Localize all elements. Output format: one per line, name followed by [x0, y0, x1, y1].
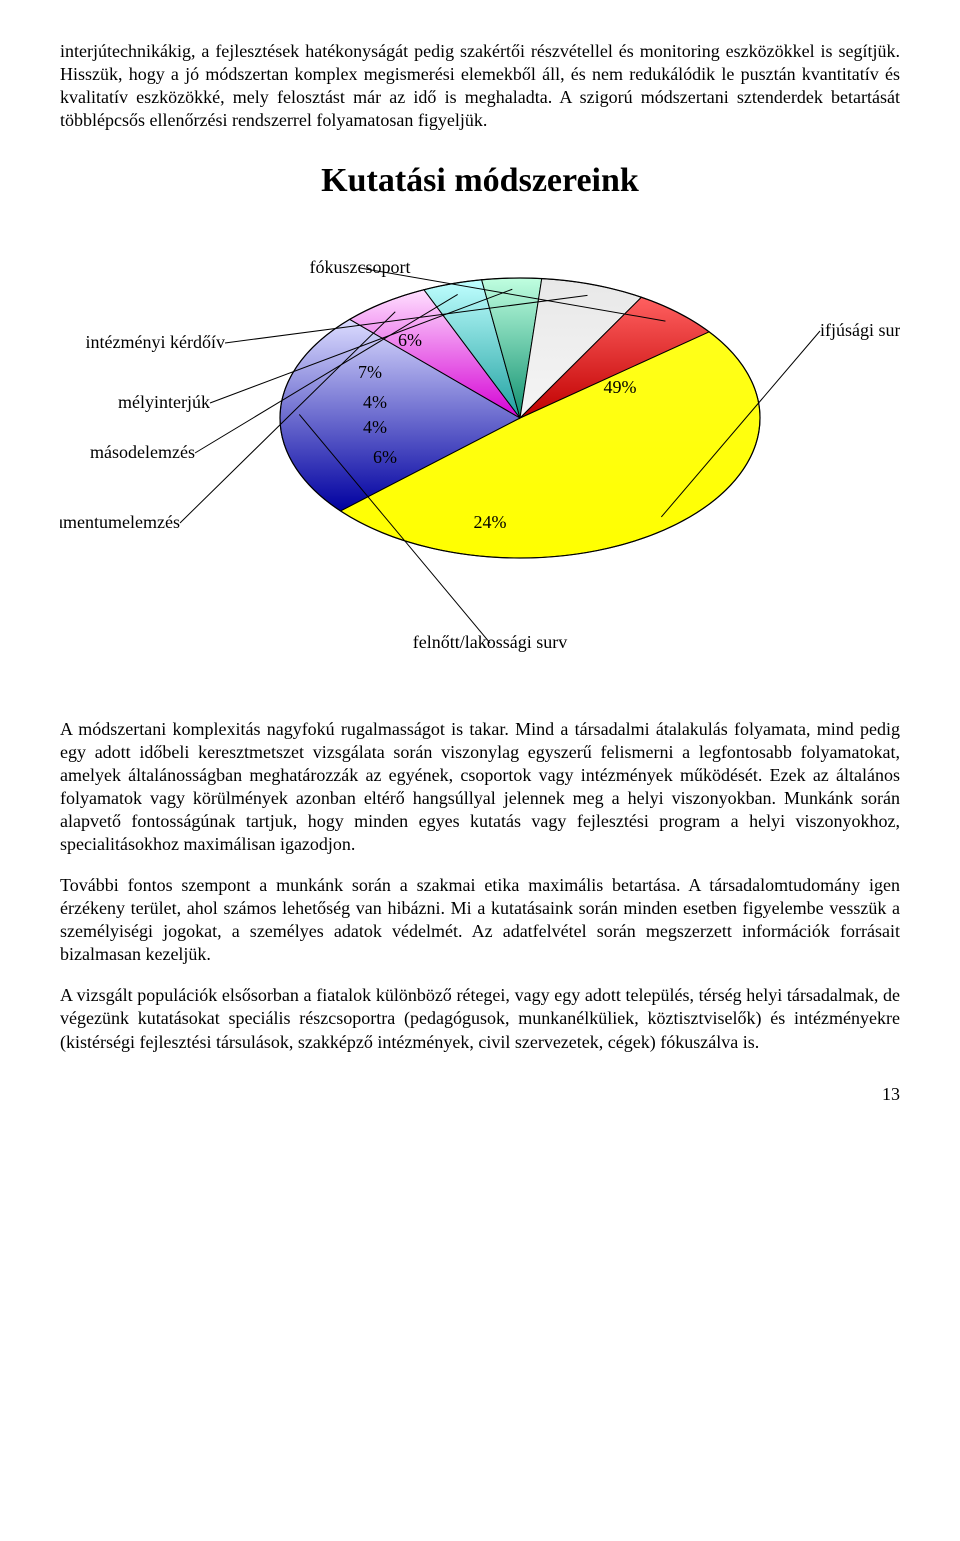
slice-label: mélyinterjúk	[118, 392, 210, 412]
paragraph-4: A vizsgált populációk elsősorban a fiata…	[60, 984, 900, 1053]
slice-label: felnőtt/lakossági surv	[413, 632, 567, 652]
slice-percent: 4%	[363, 417, 387, 437]
slice-label: dokumentumelemzés	[60, 512, 180, 532]
slice-percent: 6%	[373, 447, 397, 467]
slice-percent: 49%	[604, 377, 637, 397]
slice-label: intézményi kérdőív	[86, 332, 225, 352]
pie-chart: ifjúsági survey 49% felnőtt/lakossági surv…	[60, 218, 900, 678]
paragraph-2: A módszertani komplexitás nagyfokú rugal…	[60, 718, 900, 856]
page-number: 13	[60, 1084, 900, 1105]
chart-title: Kutatási módszereink	[60, 162, 900, 200]
slice-label: fókuszcsoport	[310, 257, 411, 277]
slice-percent: 24%	[474, 512, 507, 532]
slice-percent: 7%	[358, 362, 382, 382]
slice-percent: 6%	[398, 330, 422, 350]
slice-label: másodelemzés	[90, 442, 195, 462]
slice-label: ifjúsági survey	[820, 320, 900, 340]
paragraph-3: További fontos szempont a munkánk során …	[60, 874, 900, 966]
slice-percent: 4%	[363, 392, 387, 412]
paragraph-1: interjútechnikákig, a fejlesztések haték…	[60, 40, 900, 132]
